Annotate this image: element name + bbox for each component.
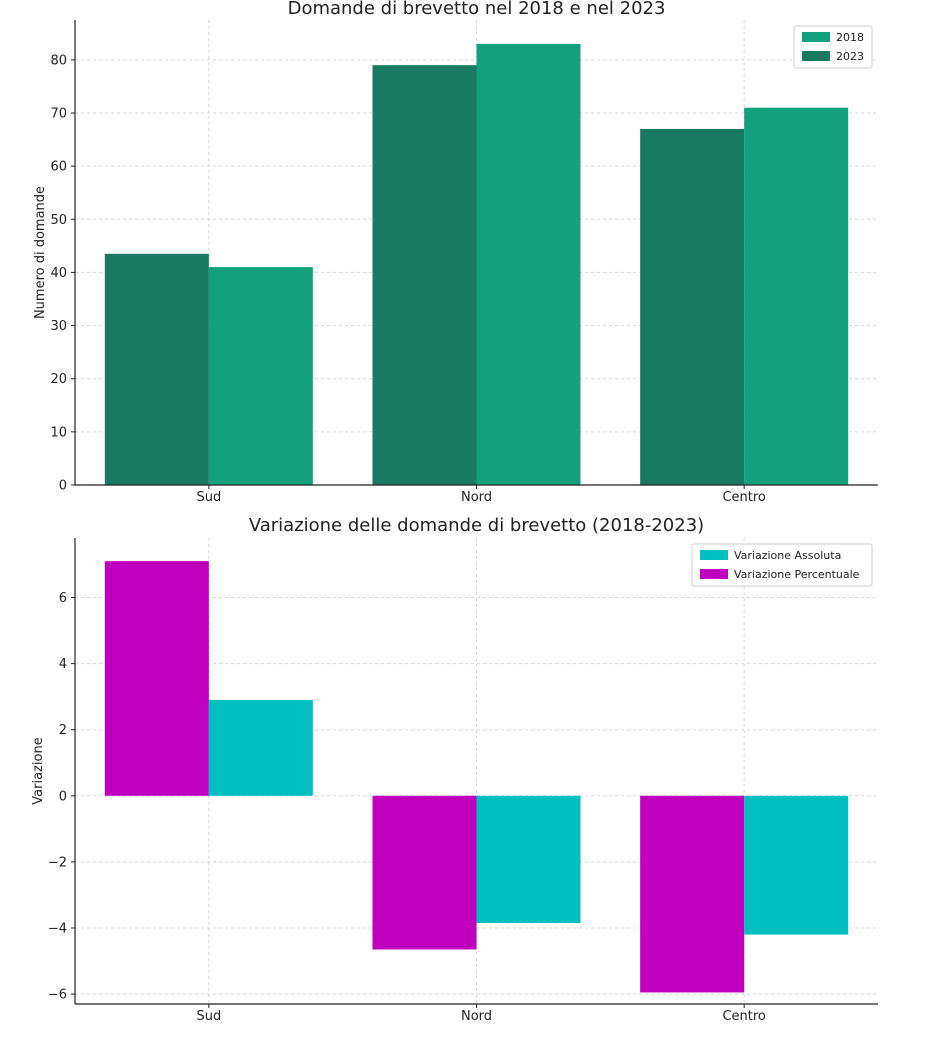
y-tick-label: 0 xyxy=(59,479,67,494)
y-tick-label: 70 xyxy=(50,107,67,122)
y-axis-label: Variazione xyxy=(31,737,46,804)
bar-2018-sud xyxy=(208,267,313,485)
y-tick-label: −6 xyxy=(48,988,67,1003)
bar-2023-nord xyxy=(372,65,477,486)
y-tick-label: 0 xyxy=(59,789,67,804)
x-tick-label: Nord xyxy=(461,1009,492,1024)
legend-label: Variazione Percentuale xyxy=(734,568,860,581)
chart-title: Domande di brevetto nel 2018 e nel 2023 xyxy=(288,0,666,19)
y-tick-label: 80 xyxy=(50,53,67,68)
bar-2018-nord xyxy=(476,43,581,486)
x-tick-label: Sud xyxy=(196,490,221,505)
chart-1: 0 10 20 30 40 50 60 70 80 Sud Nord Centro Domande di… xyxy=(33,0,878,505)
bar-variazione-percentuale-nord xyxy=(372,795,477,950)
y-tick-label: 20 xyxy=(50,372,67,387)
bar-variazione-assoluta-nord xyxy=(476,795,581,924)
x-tick-label: Nord xyxy=(461,490,492,505)
legend-swatch xyxy=(700,550,728,560)
y-tick-label: 30 xyxy=(50,319,67,334)
legend-label: 2018 xyxy=(836,31,864,44)
chart-2: −6 −4 −2 0 2 4 6 Sud Nord Centro Variazione delle … xyxy=(31,515,878,1024)
x-tick-label: Sud xyxy=(196,1009,221,1024)
legend: Variazione Assoluta Variazione Percentual… xyxy=(691,543,873,587)
bar-variazione-assoluta-sud xyxy=(208,699,313,796)
x-tick-label: Centro xyxy=(722,1009,765,1024)
x-tick-label: Centro xyxy=(722,490,765,505)
y-tick-label: 4 xyxy=(59,657,67,672)
legend-swatch xyxy=(802,32,830,42)
y-tick-label: −4 xyxy=(48,921,67,936)
bar-variazione-percentuale-centro xyxy=(640,795,745,993)
y-axis-label: Numero di domande xyxy=(33,186,48,319)
y-tick-label: 40 xyxy=(50,266,67,281)
y-tick-label: 50 xyxy=(50,213,67,228)
legend-swatch xyxy=(802,51,830,61)
y-tick-label: 10 xyxy=(50,425,67,440)
legend: 2018 2023 xyxy=(793,25,873,69)
y-tick-label: 6 xyxy=(59,591,67,606)
legend-swatch xyxy=(700,569,728,579)
bar-variazione-percentuale-sud xyxy=(104,561,209,796)
legend-box xyxy=(691,543,873,587)
legend-label: Variazione Assoluta xyxy=(734,549,841,562)
bar-2023-sud xyxy=(104,253,209,485)
y-tick-label: 60 xyxy=(50,160,67,175)
y-tick-label: 2 xyxy=(59,723,67,738)
bar-2018-centro xyxy=(744,107,849,485)
bar-variazione-assoluta-centro xyxy=(744,795,849,935)
chart-title: Variazione delle domande di brevetto (20… xyxy=(249,515,704,536)
legend-label: 2023 xyxy=(836,50,864,63)
bar-2023-centro xyxy=(640,128,745,485)
y-tick-label: −2 xyxy=(48,855,67,870)
